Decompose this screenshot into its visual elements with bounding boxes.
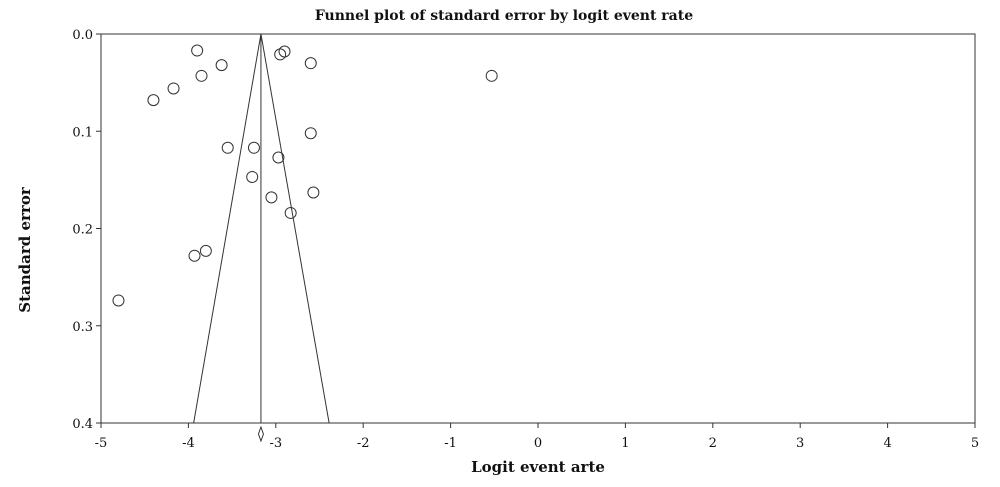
data-point [191,44,204,57]
funnel-lines [193,33,330,443]
data-point [195,69,208,82]
data-point [304,127,317,140]
x-axis-ticks: -5 -4 -3 -2 -1 0 1 2 3 4 5 [95,423,979,451]
y-tick-label: 0.4 [72,417,93,432]
x-tick-label: -5 [95,436,108,451]
data-point [167,82,180,95]
data-point [278,45,291,58]
y-tick-label: 0.2 [72,223,93,238]
data-point [147,94,160,107]
plot-area-frame [100,33,976,424]
funnel-left-line [193,33,262,424]
y-tick-label: 0.1 [72,125,93,140]
data-point [188,249,201,262]
x-tick-label: -4 [182,436,195,451]
y-tick-label: 0.3 [72,320,93,335]
x-tick-label: -2 [357,436,370,451]
data-point [199,244,212,257]
data-points [112,44,498,307]
data-point [284,206,297,219]
summary-effect-diamond [257,425,264,443]
x-tick-label: 1 [621,436,629,451]
data-point [485,69,498,82]
data-point [307,186,320,199]
y-tick-label: 0.0 [72,28,93,43]
funnel-right-line [260,33,330,424]
x-tick-label: 0 [534,436,542,451]
x-tick-label: 2 [709,436,717,451]
x-axis-title: Logit event arte [471,458,605,476]
data-point [247,141,260,154]
data-point [265,191,278,204]
chart-title: Funnel plot of standard error by logit e… [315,8,693,24]
x-tick-label: -1 [444,436,457,451]
x-tick-label: -3 [269,436,282,451]
x-tick-label: 3 [796,436,804,451]
x-tick-label: 5 [971,436,979,451]
data-point [221,141,234,154]
data-point [304,57,317,70]
data-point [215,59,228,72]
data-point [246,170,259,183]
y-axis-ticks: 0.0 0.1 0.2 0.3 0.4 [72,28,101,432]
data-point [112,294,125,307]
y-axis-title: Standard error [16,186,34,313]
data-point [272,151,285,164]
x-tick-label: 4 [883,436,891,451]
